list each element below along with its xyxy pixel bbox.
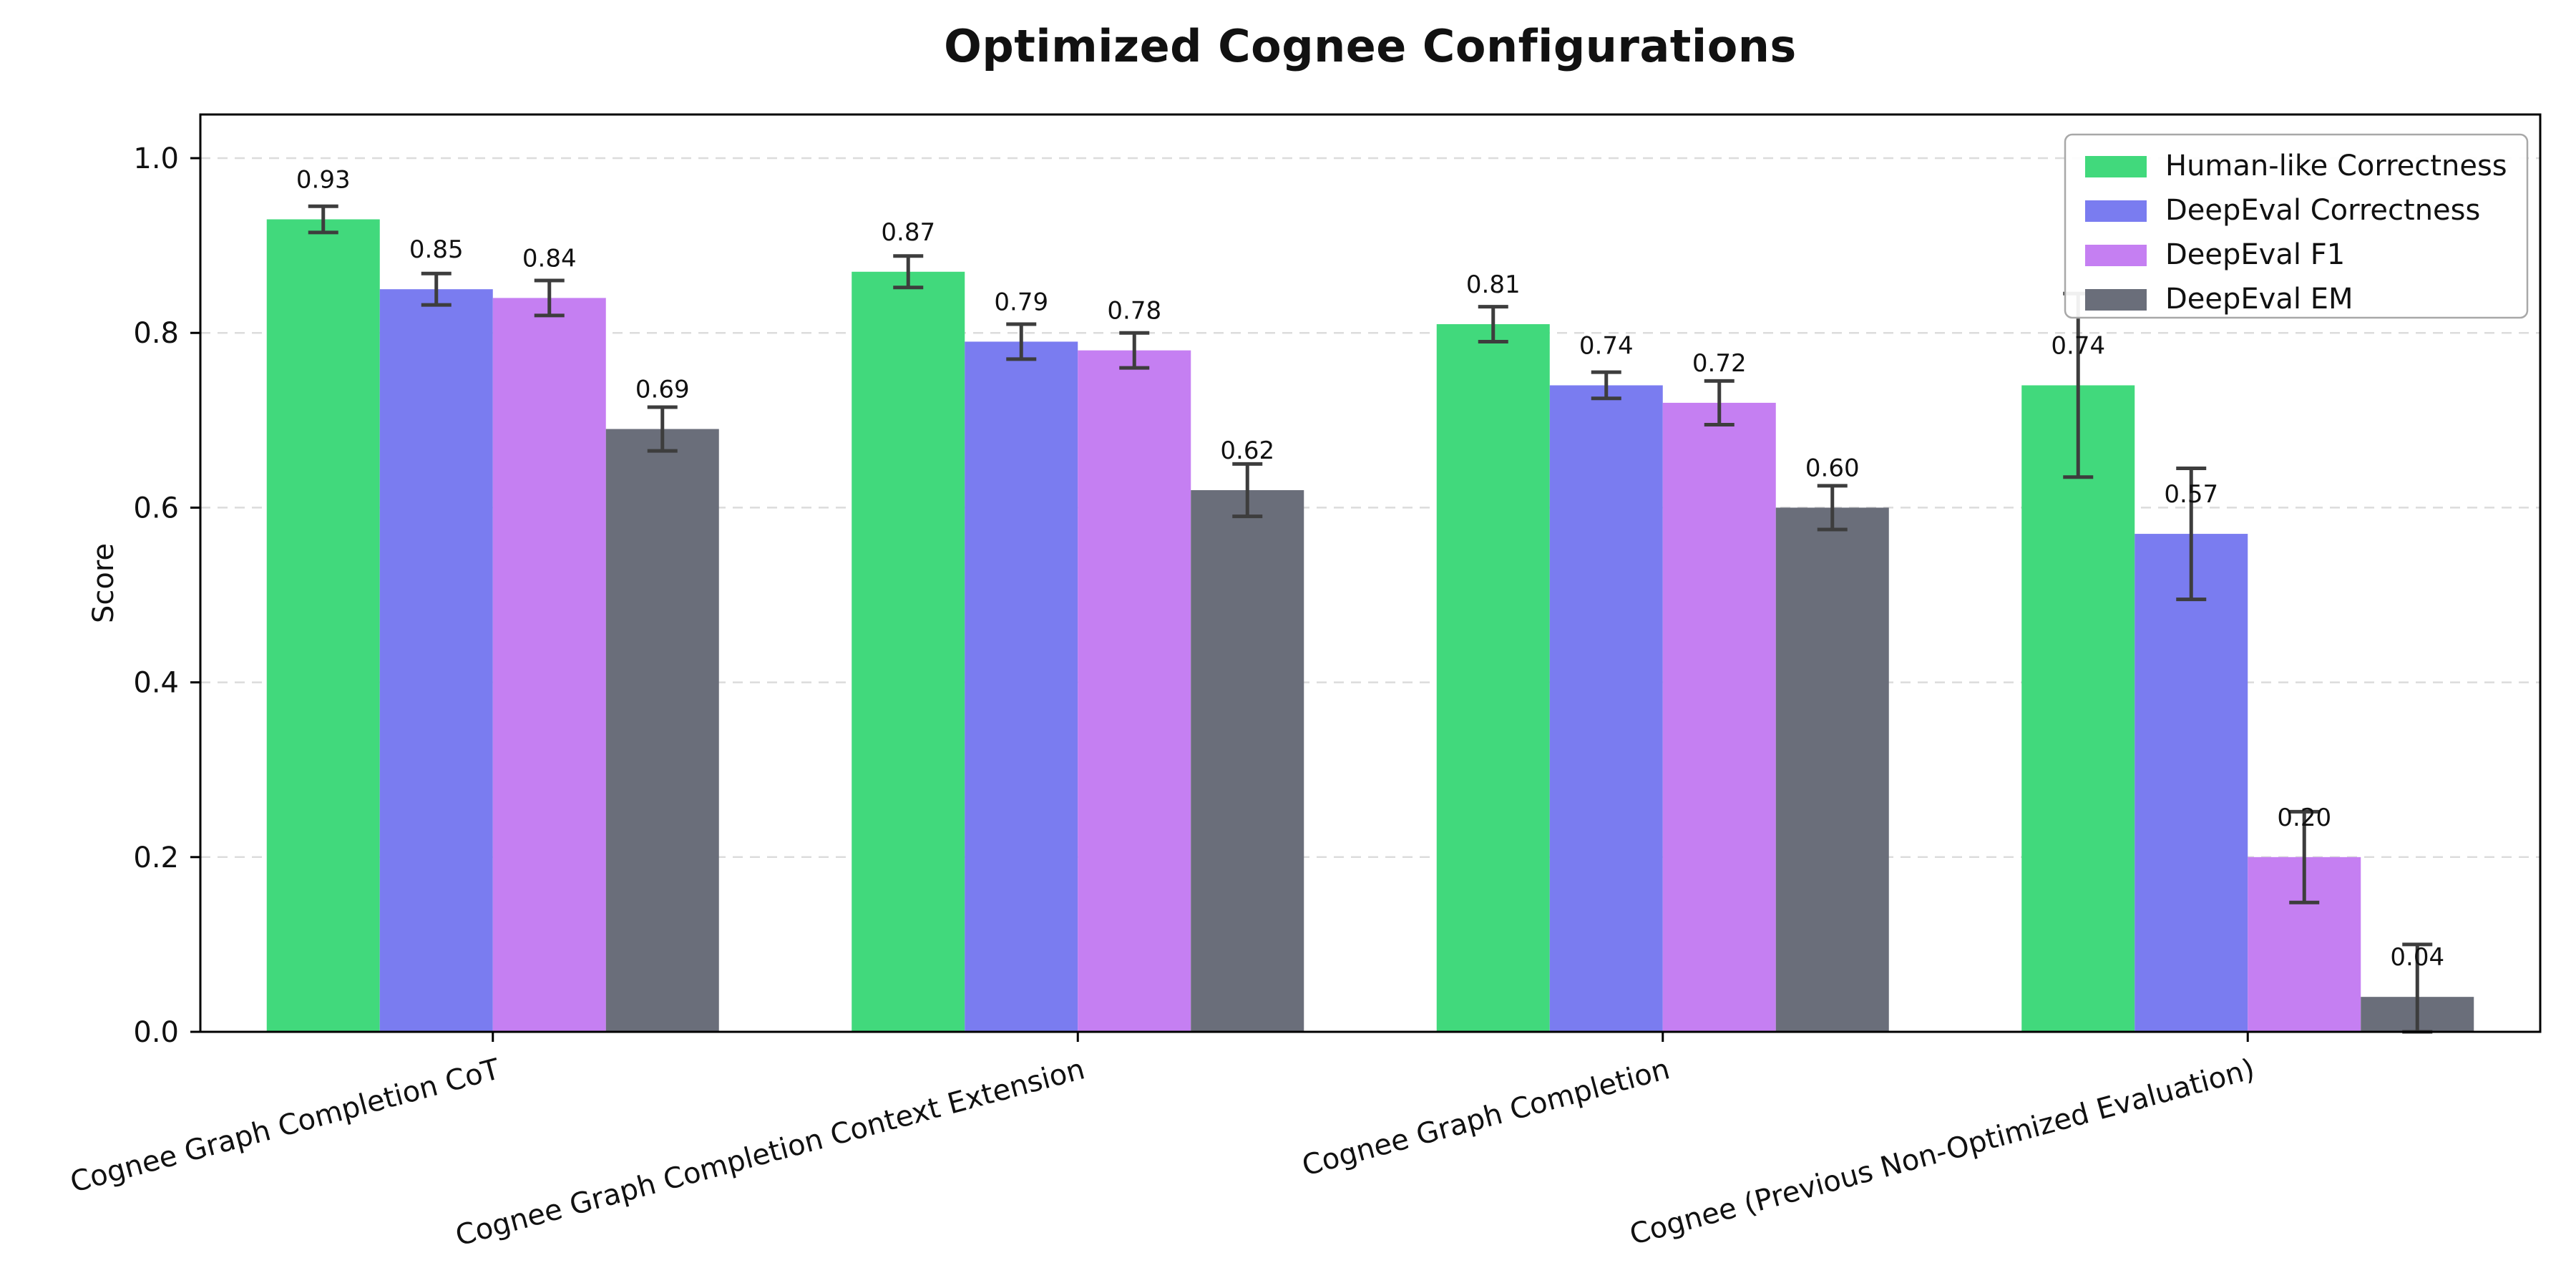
bar-value-label: 0.04 <box>2390 943 2444 972</box>
bar <box>1191 490 1304 1032</box>
legend-box <box>2064 133 2529 319</box>
chart-title: Optimized Cognee Configurations <box>944 20 1797 72</box>
bar <box>605 429 719 1032</box>
x-tick-label: Cognee (Previous Non-Optimized Evaluatio… <box>1626 1053 2258 1252</box>
y-tick-label: 0.6 <box>133 492 179 525</box>
bar-value-label: 0.93 <box>296 166 351 195</box>
bar <box>492 298 606 1032</box>
bar-value-label: 0.74 <box>2051 331 2105 360</box>
legend-label: DeepEval F1 <box>2165 238 2345 271</box>
bar <box>852 271 965 1032</box>
y-tick-label: 0.2 <box>133 841 179 874</box>
bar <box>1662 402 1776 1032</box>
bar-value-label: 0.85 <box>409 235 464 264</box>
bar-value-label: 0.74 <box>1579 331 1634 360</box>
bar-value-label: 0.57 <box>2164 480 2218 509</box>
legend-label: DeepEval Correctness <box>2165 194 2480 227</box>
legend-swatch <box>2085 289 2147 311</box>
x-tick-label: Cognee Graph Completion CoT <box>67 1053 503 1199</box>
y-tick-label: 0.8 <box>133 317 179 350</box>
legend-swatch <box>2085 245 2147 266</box>
bar-value-label: 0.72 <box>1692 349 1747 378</box>
legend-label: Human-like Correctness <box>2165 150 2507 182</box>
x-tick-label: Cognee Graph Completion <box>1299 1053 1673 1183</box>
y-tick-label: 1.0 <box>133 142 179 175</box>
bar <box>266 219 380 1032</box>
bar <box>1775 507 1889 1032</box>
legend-swatch <box>2085 156 2147 177</box>
y-tick-label: 0.4 <box>133 667 179 700</box>
bar <box>965 341 1078 1032</box>
legend-swatch <box>2085 200 2147 222</box>
bar <box>2135 534 2248 1032</box>
bar-value-label: 0.69 <box>635 376 690 404</box>
bar-value-label: 0.20 <box>2277 804 2331 832</box>
bar <box>1078 350 1191 1033</box>
bar-value-label: 0.60 <box>1805 454 1860 482</box>
bar <box>1436 324 1550 1032</box>
bar-value-label: 0.79 <box>994 288 1048 316</box>
bar-value-label: 0.87 <box>881 218 935 247</box>
legend-label: DeepEval EM <box>2165 283 2353 316</box>
x-tick-label: Cognee Graph Completion Context Extensio… <box>452 1053 1088 1252</box>
y-tick-label: 0.0 <box>133 1016 179 1049</box>
bar <box>1549 385 1663 1032</box>
bar-value-label: 0.62 <box>1220 436 1274 465</box>
bar-value-label: 0.81 <box>1466 270 1521 299</box>
bar <box>2021 385 2135 1032</box>
plot-border <box>199 113 2542 1033</box>
bar-value-label: 0.84 <box>522 244 577 273</box>
bar <box>379 289 493 1033</box>
bar-value-label: 0.78 <box>1107 297 1161 326</box>
